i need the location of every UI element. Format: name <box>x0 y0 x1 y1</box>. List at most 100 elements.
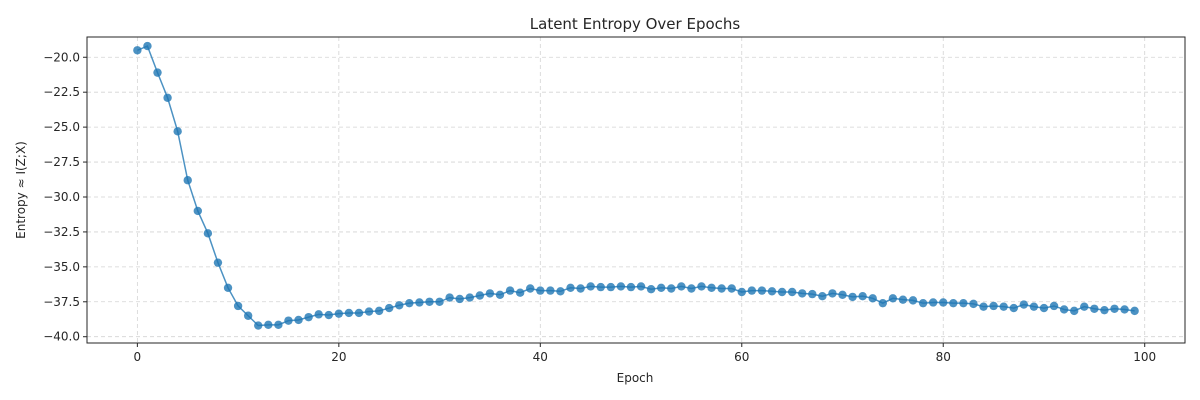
data-point <box>808 289 817 299</box>
data-point <box>455 294 464 304</box>
data-point <box>203 229 213 238</box>
data-point <box>546 286 555 295</box>
x-tick-label: 80 <box>936 350 951 364</box>
data-point <box>626 282 636 292</box>
data-point <box>556 287 565 296</box>
data-point <box>1019 300 1029 309</box>
data-point <box>656 283 666 293</box>
data-point <box>1059 305 1069 314</box>
data-point <box>485 289 495 298</box>
data-point <box>1069 306 1079 316</box>
x-tick-label: 100 <box>1133 350 1156 364</box>
data-point <box>143 41 152 51</box>
data-point <box>858 291 867 301</box>
data-point <box>818 291 827 301</box>
y-tick-label: −30.0 <box>43 190 80 204</box>
data-point <box>908 296 918 305</box>
data-point <box>1100 305 1109 315</box>
data-point <box>193 206 203 216</box>
y-tick-label: −35.0 <box>43 260 80 274</box>
data-point <box>415 298 424 307</box>
plot-frame <box>86 36 1186 344</box>
series-line <box>137 45 1135 327</box>
data-point <box>445 293 454 302</box>
data-point <box>133 46 142 55</box>
data-point <box>435 297 444 306</box>
data-point <box>364 307 374 316</box>
data-point <box>798 289 807 298</box>
y-tick-label: −32.5 <box>43 225 80 239</box>
data-point <box>183 176 192 185</box>
x-tick-label: 0 <box>134 350 142 364</box>
data-point <box>566 283 575 293</box>
data-point <box>233 301 243 311</box>
y-tick-label: −40.0 <box>43 330 80 344</box>
data-point <box>1080 302 1089 311</box>
data-point <box>848 292 857 302</box>
data-point <box>294 315 303 325</box>
data-point <box>284 316 293 325</box>
x-tick-label: 40 <box>533 350 548 364</box>
data-point <box>717 284 726 293</box>
data-point <box>687 284 696 293</box>
data-point <box>254 321 263 330</box>
data-point <box>878 298 887 308</box>
y-tick-label: −37.5 <box>43 295 80 309</box>
x-axis-ticks: 0 20 40 60 80 100 <box>134 343 1156 364</box>
data-point <box>939 298 948 307</box>
data-point <box>868 294 877 303</box>
data-point <box>1120 305 1129 314</box>
x-tick-label: 20 <box>331 350 346 364</box>
y-axis-label: Entropy ≈ I(Z;X) <box>14 141 28 239</box>
data-point <box>828 289 837 298</box>
data-point <box>1130 306 1139 316</box>
data-point <box>1039 303 1049 313</box>
data-point <box>334 309 344 318</box>
data-point <box>636 282 646 291</box>
data-point <box>505 286 515 295</box>
data-point <box>979 302 988 311</box>
data-point <box>495 290 505 299</box>
chart-title: Latent Entropy Over Epochs <box>530 15 741 33</box>
data-point <box>777 287 787 297</box>
data-point <box>888 294 898 303</box>
y-tick-label: −20.0 <box>43 50 80 64</box>
data-point <box>374 306 384 316</box>
data-point <box>707 283 716 293</box>
data-point <box>949 298 958 308</box>
data-point <box>304 312 313 322</box>
y-tick-label: −25.0 <box>43 120 80 134</box>
data-point <box>385 303 394 313</box>
data-point <box>787 287 797 297</box>
data-point <box>515 288 525 297</box>
data-point <box>465 293 474 302</box>
grid <box>87 37 1185 343</box>
data-point <box>989 301 998 311</box>
data-point <box>173 127 182 136</box>
data-point <box>153 68 162 77</box>
data-point <box>697 282 706 291</box>
x-tick-label: 60 <box>734 350 749 364</box>
data-point <box>344 308 354 318</box>
data-point <box>838 290 847 299</box>
data-point <box>395 301 404 310</box>
data-point <box>928 298 938 307</box>
data-point <box>425 297 434 306</box>
y-tick-label: −27.5 <box>43 155 80 169</box>
data-point <box>274 320 283 330</box>
data-point <box>898 295 908 304</box>
data-point <box>767 287 777 296</box>
data-point <box>475 291 485 300</box>
data-point <box>576 284 585 293</box>
data-point <box>314 310 323 319</box>
data-point <box>324 310 333 320</box>
data-point <box>526 284 535 293</box>
data-point <box>223 283 233 293</box>
y-tick-label: −22.5 <box>43 85 80 99</box>
data-point <box>747 286 757 295</box>
data-point <box>667 284 676 293</box>
data-point <box>999 302 1008 311</box>
data-point <box>757 286 767 295</box>
